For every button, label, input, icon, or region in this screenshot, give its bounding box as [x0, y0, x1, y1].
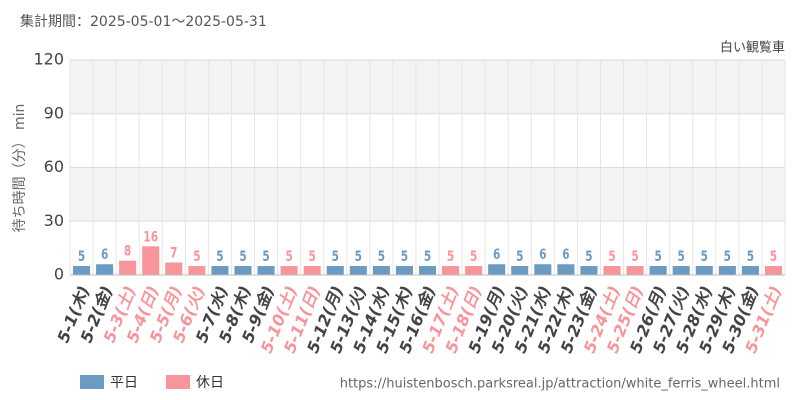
grid-band — [70, 167, 785, 222]
bar — [165, 262, 183, 275]
bar — [303, 266, 321, 275]
bar — [511, 266, 529, 275]
y-tick-label: 120 — [33, 50, 64, 69]
value-label: 5 — [378, 249, 385, 265]
value-label: 5 — [78, 249, 85, 265]
value-label: 6 — [101, 247, 108, 263]
bar — [465, 266, 483, 275]
bar — [280, 266, 298, 275]
chart-subtitle: 白い観覧車 — [720, 40, 785, 56]
bar — [649, 266, 667, 275]
bar — [672, 266, 690, 275]
bar — [395, 266, 413, 275]
bar — [188, 266, 206, 275]
value-label: 5 — [309, 249, 316, 265]
value-label: 7 — [170, 245, 177, 261]
value-label: 16 — [143, 229, 158, 245]
bar — [442, 266, 460, 275]
bar — [534, 264, 552, 275]
y-axis-label: 待ち時間（分） min — [12, 104, 28, 233]
source-url: https://huistenbosch.parksreal.jp/attrac… — [340, 377, 780, 392]
value-label: 5 — [285, 249, 292, 265]
bar — [603, 266, 621, 275]
value-label: 5 — [585, 249, 592, 265]
value-label: 5 — [332, 249, 339, 265]
bar — [764, 266, 783, 275]
value-label: 6 — [493, 247, 500, 263]
chart-title: 集計期間：2025-05-01～2025-05-31 — [20, 13, 267, 30]
value-label: 5 — [654, 249, 661, 265]
bar — [211, 266, 229, 275]
bar — [718, 266, 736, 275]
value-label: 8 — [124, 243, 131, 259]
bar — [257, 266, 275, 275]
value-label: 6 — [539, 247, 546, 263]
bar — [741, 266, 759, 275]
bar — [326, 266, 344, 275]
value-label: 5 — [470, 249, 477, 265]
bar — [234, 266, 252, 275]
value-label: 5 — [193, 249, 200, 265]
value-label: 5 — [631, 249, 638, 265]
value-label: 5 — [239, 249, 246, 265]
value-label: 5 — [401, 249, 408, 265]
value-label: 5 — [724, 249, 731, 265]
value-label: 5 — [447, 249, 454, 265]
value-label: 5 — [262, 249, 269, 265]
value-label: 5 — [608, 249, 615, 265]
value-label: 5 — [701, 249, 708, 265]
value-label: 5 — [678, 249, 685, 265]
bar — [626, 266, 644, 275]
bar — [142, 246, 160, 275]
bar — [557, 264, 575, 275]
legend-swatch — [80, 375, 104, 389]
value-label: 6 — [562, 247, 569, 263]
value-label: 5 — [516, 249, 523, 265]
y-tick-label: 0 — [54, 265, 64, 284]
value-label: 5 — [216, 249, 223, 265]
bar — [418, 266, 437, 275]
legend-label: 平日 — [110, 375, 138, 391]
y-tick-label: 90 — [44, 103, 64, 122]
value-label: 5 — [424, 249, 431, 265]
bar — [488, 264, 506, 275]
grid-band — [70, 60, 785, 114]
bar — [372, 266, 390, 275]
value-label: 5 — [355, 249, 362, 265]
bar — [72, 266, 91, 275]
bar — [349, 266, 367, 275]
y-tick-label: 30 — [44, 211, 64, 230]
value-label: 5 — [747, 249, 754, 265]
bar — [580, 266, 598, 275]
y-tick-label: 60 — [44, 157, 64, 176]
legend-swatch — [166, 375, 190, 389]
bar — [96, 264, 114, 275]
legend-label: 休日 — [196, 375, 224, 391]
bar — [695, 266, 713, 275]
value-label: 5 — [770, 249, 777, 265]
bar — [119, 260, 137, 275]
